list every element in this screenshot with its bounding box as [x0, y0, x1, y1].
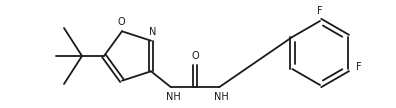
Text: F: F [317, 6, 323, 16]
Text: NH: NH [166, 92, 181, 102]
Text: F: F [356, 62, 362, 72]
Text: O: O [191, 51, 199, 61]
Text: N: N [149, 27, 157, 37]
Text: O: O [117, 17, 125, 27]
Text: NH: NH [214, 92, 228, 102]
